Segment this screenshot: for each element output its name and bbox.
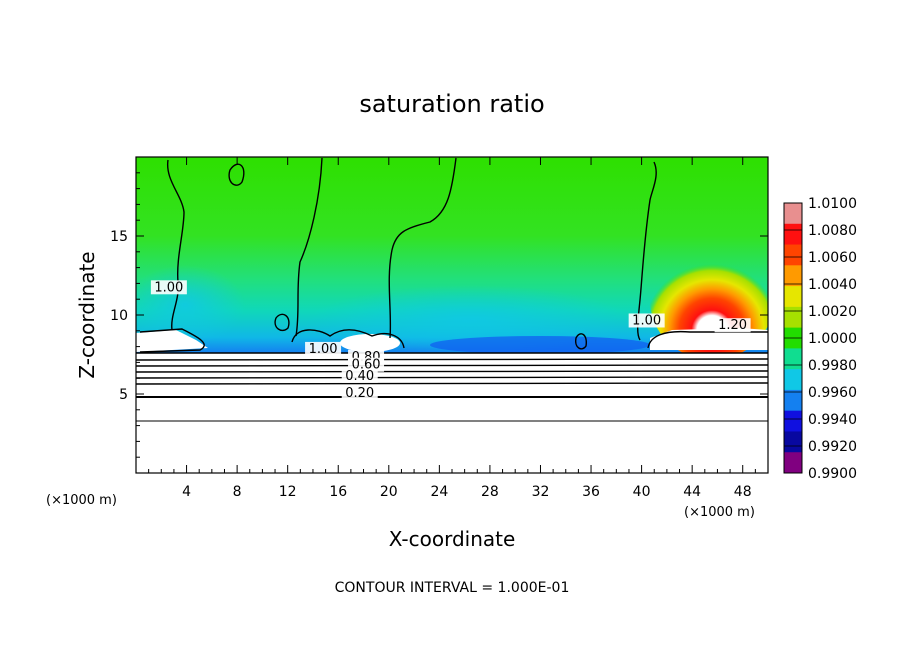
- contour-sat-left: [167, 159, 185, 331]
- colorbar-swatch: [784, 348, 802, 370]
- colorbar-label: 1.0060: [808, 250, 857, 266]
- contour-label: 0.20: [345, 386, 374, 401]
- x-unit-left: (×1000 m): [46, 493, 117, 508]
- contour-layer-5: [135, 376, 769, 379]
- contour-label: 1.20: [718, 318, 747, 333]
- y-tick-label: 15: [110, 229, 128, 245]
- colorbar-label: 1.0020: [808, 304, 857, 320]
- y-axis-title: Z-coordinate: [75, 251, 99, 378]
- contour-sat-mid: [295, 157, 323, 337]
- colorbar-swatch: [784, 306, 802, 329]
- colorbar-label: 1.0080: [808, 223, 857, 239]
- x-tick-label: 16: [329, 484, 347, 500]
- contour-layer-4: [135, 370, 769, 373]
- colorbar-swatch: [784, 286, 802, 308]
- y-tick-label: 5: [119, 387, 128, 403]
- x-tick-label: 36: [582, 484, 600, 500]
- plot-area: [136, 157, 768, 473]
- x-axis: 4 8 12 16 20 24 28 32 36 40 44 48: [148, 157, 756, 500]
- colorbar-swatch: [784, 244, 802, 266]
- colorbar-label: 0.9980: [808, 358, 857, 374]
- x-tick-label: 4: [182, 484, 191, 500]
- x-tick-label: 12: [279, 484, 297, 500]
- colorbar-swatch: [784, 369, 802, 391]
- field-lower: [136, 353, 768, 473]
- x-tick-label: 20: [380, 484, 398, 500]
- contour-layer-6: [135, 382, 769, 385]
- x-tick-label: 32: [532, 484, 550, 500]
- contour-label-bg: [341, 386, 378, 401]
- contour-island-3: [574, 333, 588, 350]
- x-tick-label: 44: [683, 484, 701, 500]
- contour-blob-right: [647, 330, 768, 349]
- contour-layer-2: [135, 358, 769, 361]
- x-tick-label: 28: [481, 484, 499, 500]
- contour-layer-3: [135, 364, 769, 367]
- chart-title: saturation ratio: [359, 90, 544, 118]
- contour-label: 0.40: [345, 369, 374, 384]
- y-tick-label: 10: [110, 308, 128, 324]
- colorbar-label: 1.0100: [808, 196, 857, 212]
- colorbar-label: 0.9900: [808, 466, 857, 482]
- white-patch-mid: [340, 334, 400, 352]
- colorbar-label: 1.0040: [808, 277, 857, 293]
- x-tick-label: 48: [734, 484, 752, 500]
- contour-label-bg: [305, 341, 342, 356]
- contour-label-bg: [348, 357, 385, 372]
- contour-label: 1.00: [154, 280, 183, 295]
- x-axis-title: X-coordinate: [389, 527, 516, 551]
- colorbar-swatch: [784, 431, 802, 453]
- contours: [135, 157, 769, 422]
- colorbar-label: 1.0000: [808, 331, 857, 347]
- contour-blob-mid: [291, 329, 405, 349]
- colorbar-label: 0.9960: [808, 385, 857, 401]
- contour-label: 1.00: [632, 313, 661, 328]
- colorbar-swatch: [784, 410, 802, 432]
- x-unit-right: (×1000 m): [684, 505, 755, 520]
- colorbar-swatch: [784, 265, 802, 287]
- colorbar-label: 0.9940: [808, 412, 857, 428]
- x-tick-label: 8: [233, 484, 242, 500]
- contour-label-bg: [714, 318, 751, 333]
- contour-sat-mid2: [388, 157, 457, 339]
- contour-interval-footer: CONTOUR INTERVAL = 1.000E-01: [335, 580, 570, 596]
- x-tick-label: 40: [633, 484, 651, 500]
- colorbar-label: 0.9920: [808, 439, 857, 455]
- blue-region-center: [430, 336, 650, 354]
- contour-labels: 1.001.000.800.600.400.201.00 1.20: [150, 280, 751, 401]
- white-patch-left: [136, 330, 208, 352]
- colorbar-swatch: [784, 452, 802, 474]
- contour-label-bg: [628, 313, 665, 328]
- contour-label-bg: [150, 280, 187, 295]
- y-axis: 5 10 15: [110, 172, 768, 458]
- colorbar: 1.0100 1.0080 1.0060 1.0040 1.0020 1.0000 0.99…: [783, 196, 857, 482]
- colorbar-swatch: [784, 203, 802, 225]
- contour-label: 1.00: [309, 342, 338, 357]
- colorbar-swatch: [784, 223, 802, 246]
- colorbar-swatch: [784, 389, 802, 412]
- white-patch-right: [650, 328, 768, 350]
- contour-island-2: [274, 313, 290, 332]
- contour-label-bg: [341, 368, 378, 383]
- contour-blob-left: [139, 328, 205, 353]
- x-tick-label: 24: [430, 484, 448, 500]
